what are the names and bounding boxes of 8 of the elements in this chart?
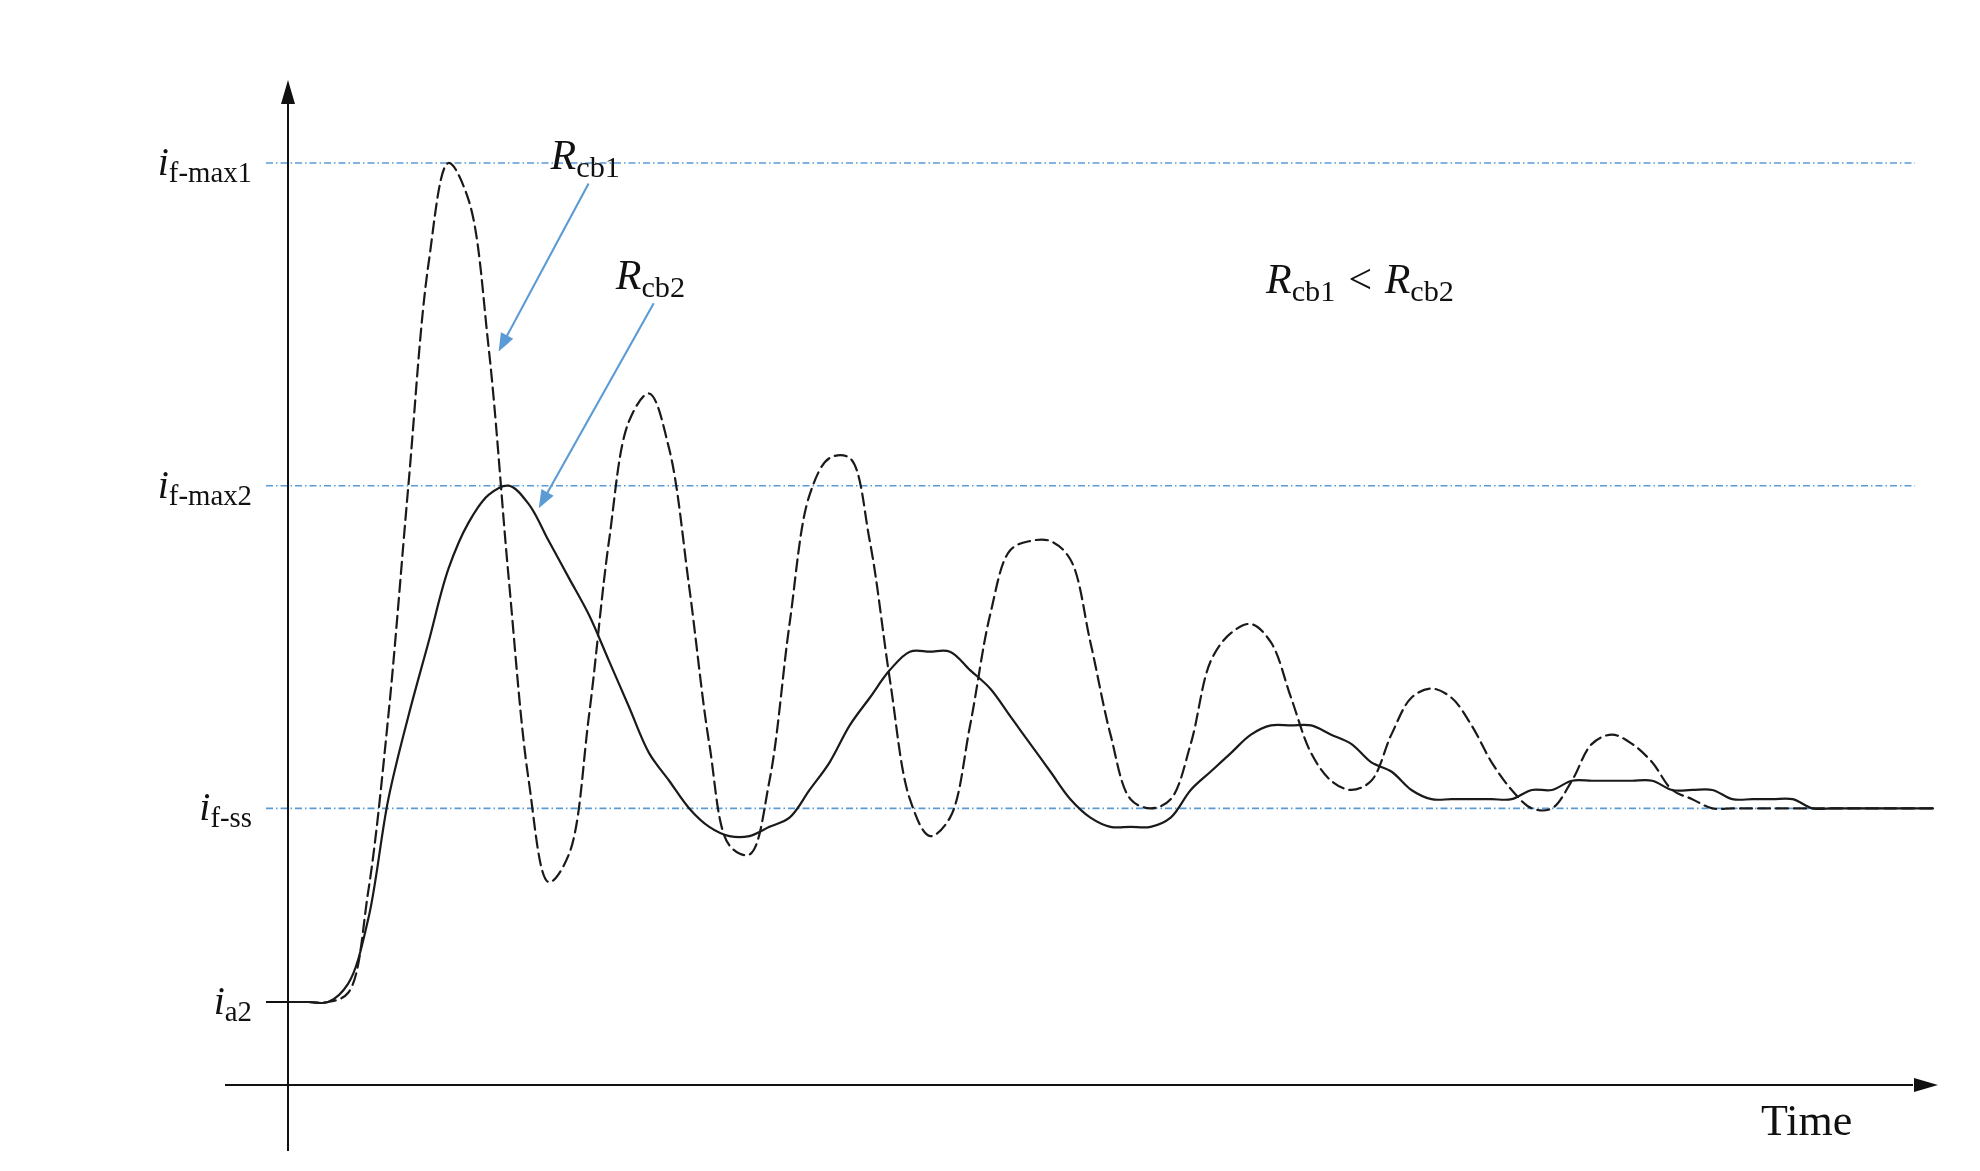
annotation: R$_{cb1}$ (549, 132, 620, 184)
text: i$_{a2}$ (213, 978, 252, 1028)
ref-line-label: i$_{f-max1}$ (157, 139, 252, 189)
x-axis-title: Time (1761, 1096, 1853, 1145)
ref-line-label: i$_{f-max2}$ (157, 461, 252, 511)
annotation: R$_{cb2}$ (614, 252, 686, 304)
annotation: R$_{cb1}$ < R$_{cb2}$ (1265, 256, 1454, 308)
ref-line-label: i$_{f-ss}$ (199, 784, 252, 834)
